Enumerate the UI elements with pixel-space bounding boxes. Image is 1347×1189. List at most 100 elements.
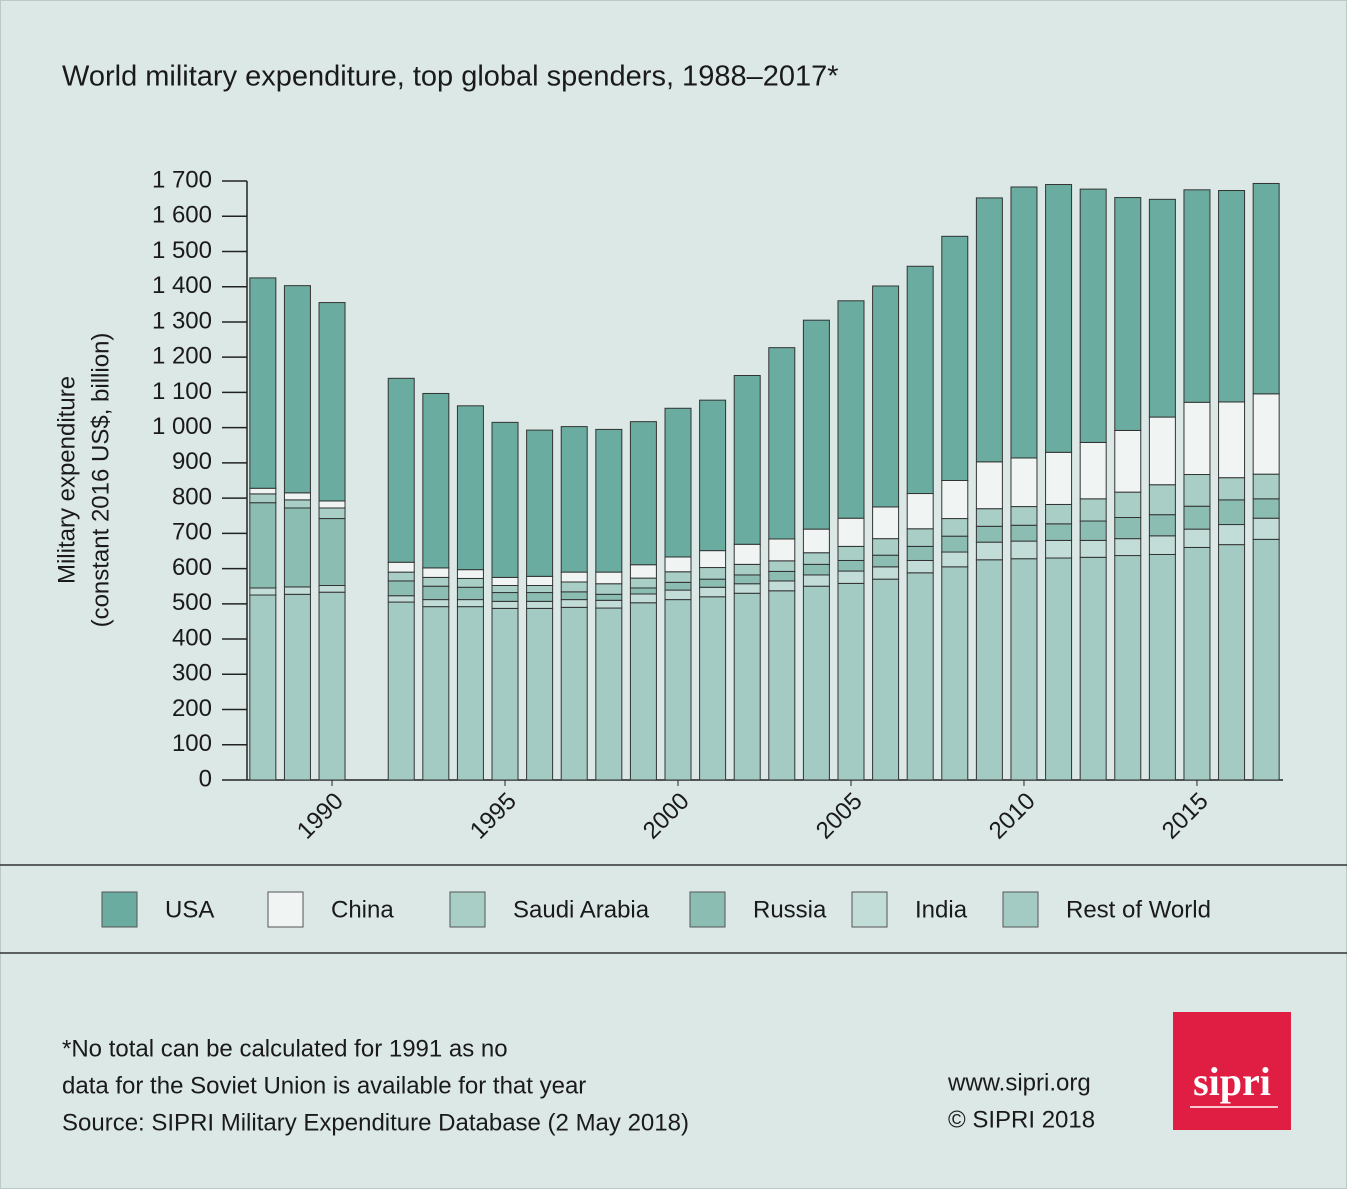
bar-segment: [768, 580, 796, 592]
bar-segment: [1114, 491, 1142, 518]
bar-segment: [906, 559, 934, 574]
bar-segment: [1148, 416, 1176, 486]
bar-segment: [872, 285, 900, 508]
bar-segment: [1148, 535, 1176, 555]
bar-segment: [387, 377, 415, 563]
bar-segment: [1218, 544, 1246, 781]
legend-swatch: [689, 891, 726, 928]
bar-segment: [1252, 498, 1280, 519]
bar-segment: [1079, 539, 1107, 558]
legend-label: India: [915, 896, 968, 923]
legend-label: Saudi Arabia: [513, 896, 650, 923]
legend-swatch: [449, 891, 486, 928]
bar-segment: [595, 599, 623, 609]
bar-segment: [837, 570, 865, 584]
bar-segment: [1183, 189, 1211, 403]
legend-label: Russia: [753, 896, 827, 923]
bar-segment: [318, 585, 346, 593]
bar-segment: [664, 599, 692, 781]
bar-segment: [1010, 186, 1038, 459]
bar-segment: [629, 587, 657, 595]
y-tick-label: 400: [172, 624, 212, 651]
bar-segment: [733, 543, 761, 565]
bar-segment: [456, 405, 484, 571]
bar-segment: [733, 563, 761, 576]
y-tick-label: 1 100: [152, 378, 212, 405]
bar-segment: [526, 575, 554, 587]
bar-segment: [456, 606, 484, 781]
bar-segment: [975, 197, 1003, 463]
bar-segment: [318, 302, 346, 502]
bar-segment: [283, 499, 311, 509]
bar-segment: [837, 300, 865, 519]
bar-segment: [664, 581, 692, 591]
bar-segment: [456, 577, 484, 588]
bar-segment: [422, 606, 450, 781]
bar-segment: [1148, 553, 1176, 781]
bar-segment: [941, 566, 969, 781]
bar-segment: [1252, 538, 1280, 781]
bar-segment: [1252, 393, 1280, 475]
bar-segment: [1114, 197, 1142, 431]
bar-segment: [318, 500, 346, 509]
bar-segment: [733, 574, 761, 585]
bar-segment: [1079, 498, 1107, 522]
y-tick-label: 1 600: [152, 202, 212, 229]
y-tick-label: 1 300: [152, 307, 212, 334]
y-tick-label: 1 000: [152, 413, 212, 440]
bar-segment: [1045, 503, 1073, 525]
y-tick-label: 1 700: [152, 166, 212, 193]
bar-segment: [422, 599, 450, 608]
bar-segment: [768, 347, 796, 540]
bar-segment: [526, 607, 554, 781]
bar-segment: [283, 593, 311, 781]
bar-segment: [872, 566, 900, 580]
bar-segment: [975, 525, 1003, 543]
bar-segment: [283, 285, 311, 494]
bar-segment: [941, 235, 969, 481]
bar-segment: [975, 508, 1003, 527]
bar-segment: [283, 586, 311, 595]
bar-segment: [456, 599, 484, 608]
bar-segment: [1045, 451, 1073, 505]
bar-segment: [387, 595, 415, 603]
bar-segment: [699, 550, 727, 569]
bar-segment: [491, 592, 519, 602]
bar-segment: [1045, 557, 1073, 781]
bar-segment: [1114, 516, 1142, 540]
bar-segment: [837, 517, 865, 547]
bar-segment: [1045, 523, 1073, 541]
bar-segment: [283, 492, 311, 501]
y-axis-label: Military expenditure: [53, 376, 80, 584]
bar-segment: [802, 585, 830, 781]
bar-segment: [560, 571, 588, 583]
bar-segment: [595, 583, 623, 595]
legend-swatch: [101, 891, 138, 928]
credit: www.sipri.org: [947, 1069, 1091, 1096]
bar-segment: [249, 493, 277, 504]
bar-segment: [664, 571, 692, 583]
y-axis-label: (constant 2016 US$, billion): [87, 333, 114, 628]
bar-segment: [941, 551, 969, 568]
y-tick-label: 1 500: [152, 237, 212, 264]
legend-swatch: [851, 891, 888, 928]
bar-segment: [699, 596, 727, 781]
bar-segment: [629, 602, 657, 781]
y-tick-label: 800: [172, 483, 212, 510]
bar-segment: [1183, 474, 1211, 507]
bar-segment: [1183, 528, 1211, 548]
bar-segment: [699, 399, 727, 552]
bar-segment: [491, 576, 519, 587]
bar-segment: [629, 564, 657, 579]
logo-box: [1173, 1012, 1291, 1130]
bar-segment: [1079, 520, 1107, 541]
bar-segment: [802, 528, 830, 554]
bar-segment: [1010, 457, 1038, 508]
bar-segment: [456, 569, 484, 579]
bar-segment: [1079, 556, 1107, 781]
bar-segment: [1010, 506, 1038, 526]
legend-swatch: [267, 891, 304, 928]
bar-segment: [318, 591, 346, 781]
bar-segment: [1218, 190, 1246, 403]
